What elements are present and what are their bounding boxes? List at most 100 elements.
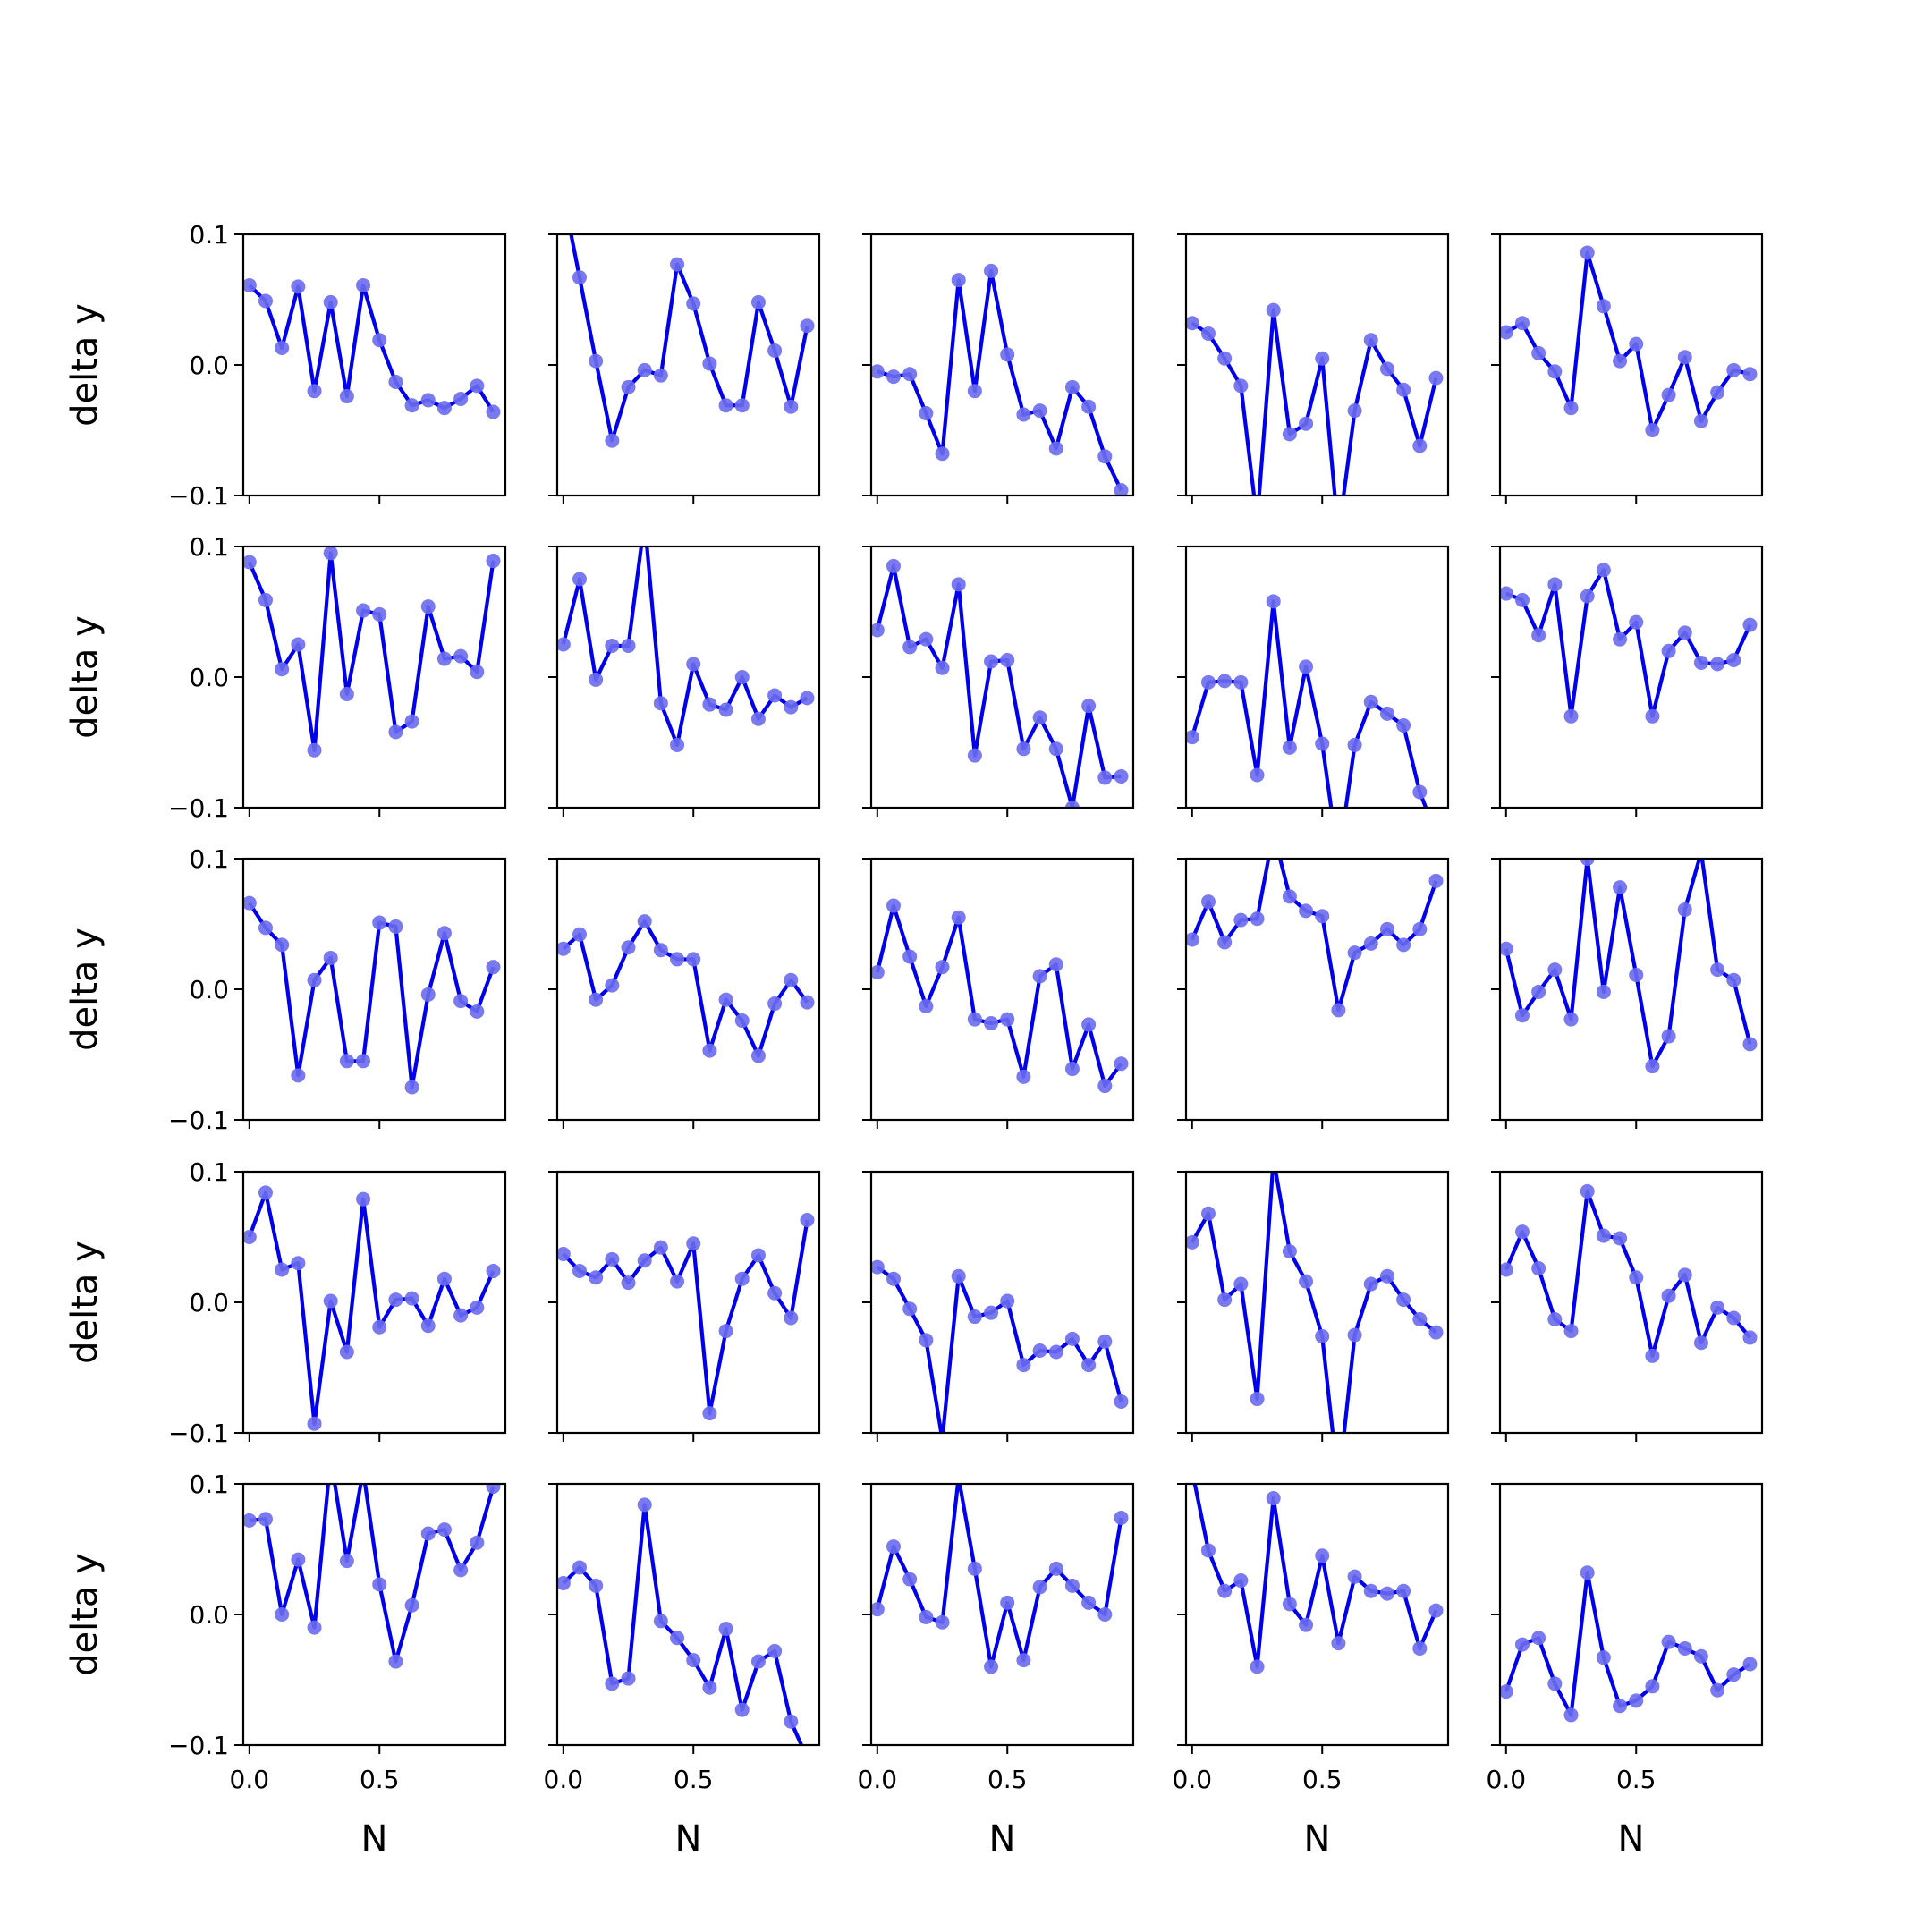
data-point <box>1693 1335 1708 1351</box>
data-point <box>1217 674 1233 689</box>
x-tick-label: 0.0 <box>1173 1765 1213 1794</box>
series-group <box>1500 1565 1758 1723</box>
data-point <box>404 1080 419 1095</box>
data-point <box>767 343 783 358</box>
data-point <box>420 393 436 408</box>
data-point <box>388 919 403 934</box>
y-tick-label: −0.1 <box>168 1731 229 1760</box>
data-point <box>1064 801 1080 808</box>
subplot-r4-c2: 0.0 0.5 N <box>858 1482 1135 1860</box>
y-tick-label: −0.1 <box>168 1106 229 1135</box>
data-point <box>1613 353 1628 369</box>
data-point <box>1363 333 1378 348</box>
data-point <box>1580 1183 1595 1199</box>
data-point <box>1315 736 1330 751</box>
data-point <box>1200 1206 1216 1221</box>
data-point <box>1710 385 1725 400</box>
data-point <box>589 672 604 687</box>
series-group <box>1500 859 1758 1074</box>
data-point <box>637 362 652 377</box>
data-point <box>339 686 354 701</box>
data-point <box>1250 1392 1265 1407</box>
data-point <box>1347 403 1362 419</box>
data-point <box>1331 1636 1346 1651</box>
data-point <box>1500 1262 1513 1277</box>
data-point <box>258 920 273 936</box>
data-point <box>886 558 901 573</box>
data-point <box>1032 1580 1047 1595</box>
data-point <box>404 1597 419 1613</box>
data-point <box>404 398 419 413</box>
subplot-r2-c1 <box>548 857 821 1129</box>
data-point <box>1097 1334 1113 1349</box>
data-point <box>1531 345 1546 360</box>
data-point <box>1032 1343 1047 1359</box>
data-point <box>420 1526 436 1541</box>
data-point <box>404 1291 419 1306</box>
data-point <box>1250 1659 1265 1674</box>
data-point <box>1661 643 1676 658</box>
data-point <box>1613 880 1628 895</box>
data-point <box>784 1310 799 1326</box>
data-point <box>1547 962 1563 978</box>
data-point <box>1217 935 1233 950</box>
data-point <box>1428 370 1444 386</box>
data-point <box>1266 302 1281 318</box>
data-point <box>1396 1583 1411 1598</box>
data-point <box>653 696 668 711</box>
subplot-r2-c0: −0.1 0.0 0.1 delta y <box>64 844 507 1135</box>
data-point <box>420 987 436 1002</box>
data-point <box>1114 1510 1129 1525</box>
data-point <box>1677 902 1692 917</box>
series-group <box>569 234 815 448</box>
data-point <box>718 992 733 1007</box>
data-point <box>750 1654 766 1669</box>
data-point <box>935 660 950 675</box>
data-point <box>702 356 717 371</box>
data-point <box>1097 449 1113 464</box>
data-point <box>1677 625 1692 640</box>
data-point <box>291 279 306 294</box>
data-point <box>436 651 452 666</box>
data-point <box>470 1004 485 1019</box>
data-point <box>1547 364 1563 379</box>
data-point <box>886 369 901 385</box>
axes-frame <box>242 545 507 809</box>
x-tick-label: 0.0 <box>544 1765 584 1794</box>
data-point <box>919 1333 934 1348</box>
data-point <box>258 1185 273 1200</box>
data-point <box>1500 586 1513 601</box>
x-tick-label: 0.5 <box>360 1765 400 1794</box>
subplot-r0-c2 <box>862 233 1135 504</box>
data-point <box>1331 1003 1346 1018</box>
series-group <box>1186 594 1428 808</box>
data-point <box>356 277 371 292</box>
data-point <box>1299 659 1314 674</box>
data-point <box>871 364 885 379</box>
subplot-r3-c0: −0.1 0.0 0.1 delta y <box>64 1157 507 1448</box>
data-point <box>339 1554 354 1569</box>
data-point <box>372 1319 387 1335</box>
series-line <box>875 564 1122 808</box>
data-point <box>1299 416 1314 431</box>
data-point <box>589 353 604 369</box>
data-point <box>1331 1478 1345 1492</box>
subplot-r3-c3 <box>1177 1170 1450 1492</box>
series-group <box>1500 245 1758 437</box>
data-point <box>1114 1394 1129 1409</box>
data-point <box>258 293 273 309</box>
data-point <box>653 368 668 383</box>
data-point <box>1250 911 1265 927</box>
data-point <box>1282 1244 1297 1259</box>
data-point <box>1531 1631 1546 1646</box>
data-point <box>784 399 799 414</box>
data-point <box>984 654 999 669</box>
data-point <box>605 1251 620 1267</box>
data-point <box>1742 617 1758 632</box>
data-point <box>1698 859 1705 860</box>
data-point <box>436 1522 452 1538</box>
data-point <box>1200 1543 1216 1558</box>
data-point <box>967 1012 982 1027</box>
data-point <box>767 1285 783 1301</box>
